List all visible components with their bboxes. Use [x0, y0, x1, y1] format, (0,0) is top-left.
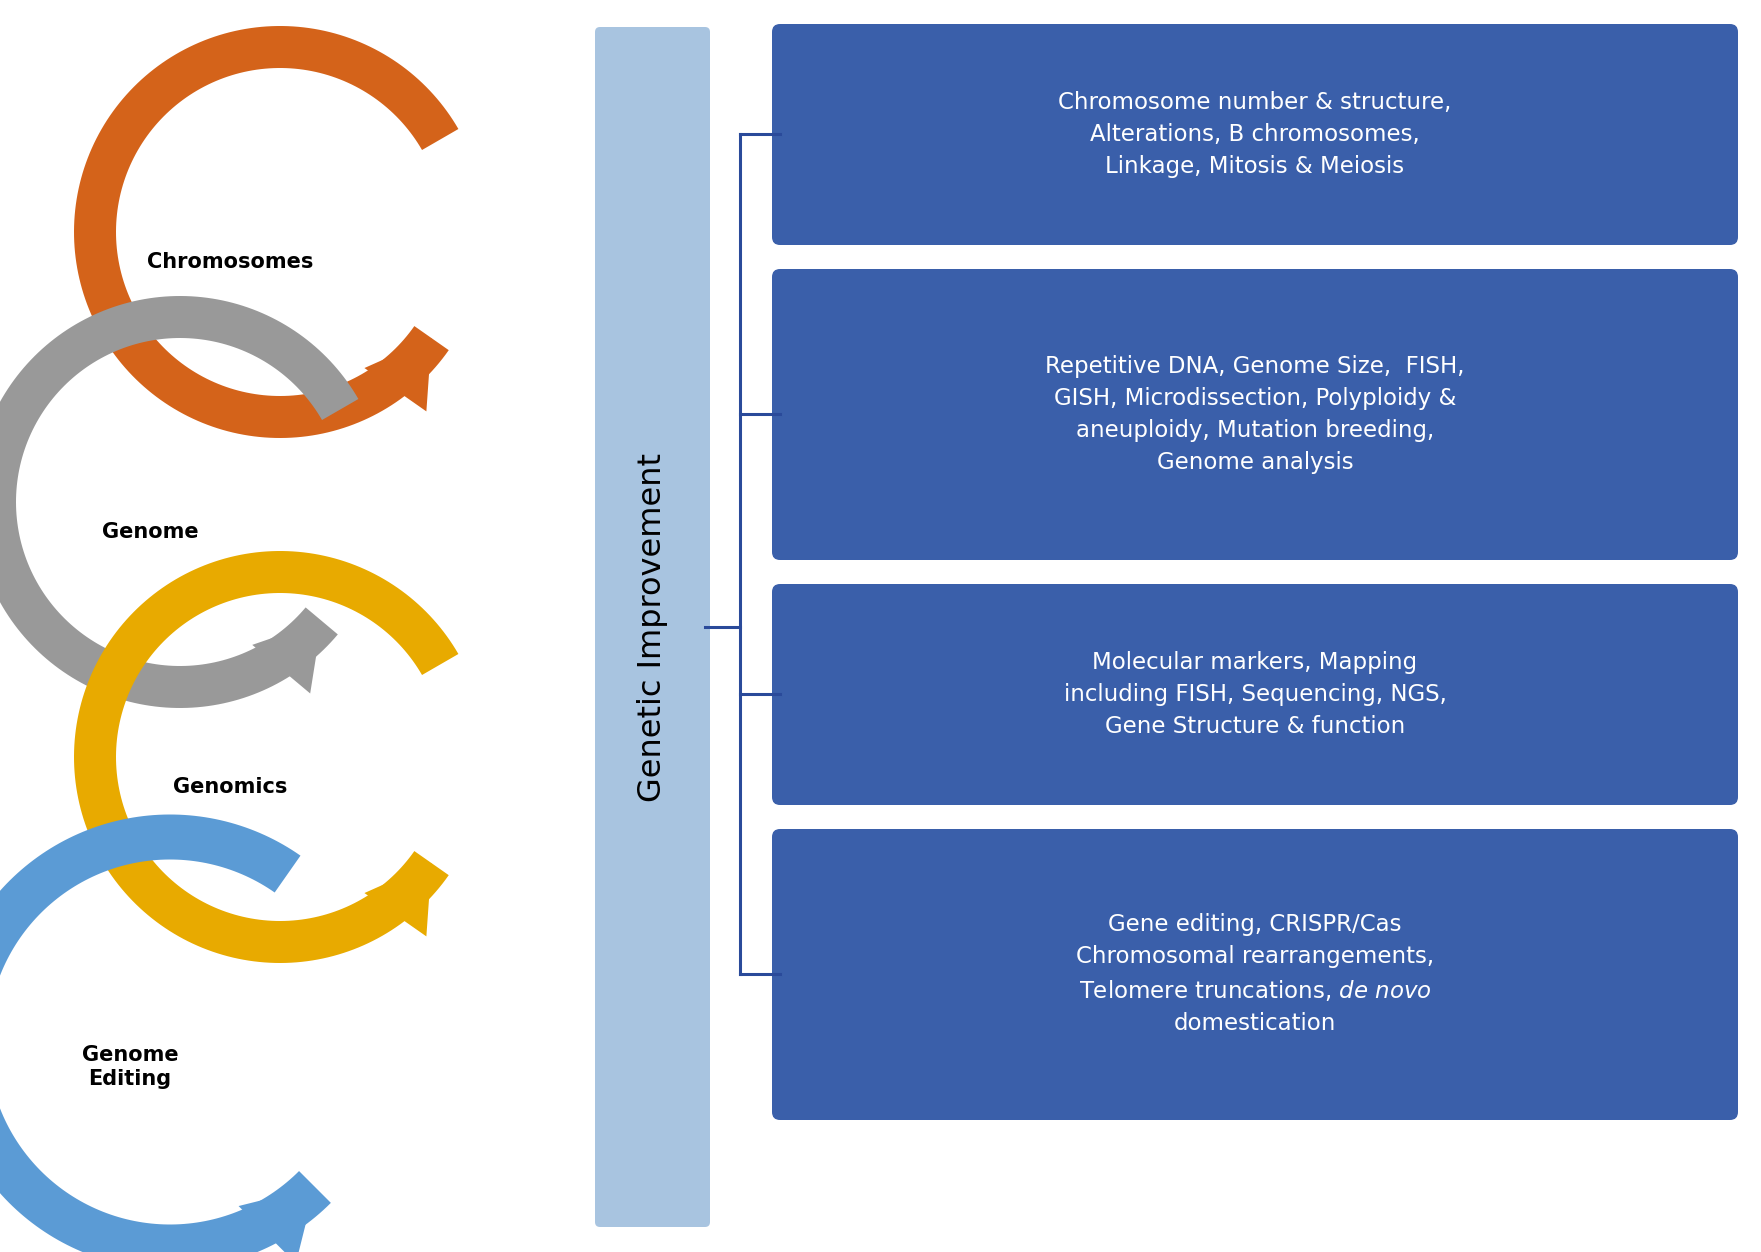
Text: Genetic Improvement: Genetic Improvement — [637, 452, 667, 801]
Polygon shape — [0, 815, 331, 1252]
FancyBboxPatch shape — [771, 583, 1738, 805]
Text: Repetitive DNA, Genome Size,  FISH,
GISH, Microdissection, Polyploidy &
aneuploi: Repetitive DNA, Genome Size, FISH, GISH,… — [1046, 356, 1465, 475]
FancyBboxPatch shape — [771, 829, 1738, 1121]
Text: Gene editing, CRISPR/Cas
Chromosomal rearrangements,
Telomere truncations, $\it{: Gene editing, CRISPR/Cas Chromosomal rea… — [1076, 914, 1433, 1035]
Polygon shape — [74, 26, 458, 438]
Polygon shape — [74, 551, 458, 963]
Text: Genome: Genome — [102, 522, 199, 542]
FancyBboxPatch shape — [771, 24, 1738, 245]
Text: Molecular markers, Mapping
including FISH, Sequencing, NGS,
Gene Structure & fun: Molecular markers, Mapping including FIS… — [1064, 651, 1446, 737]
FancyBboxPatch shape — [771, 269, 1738, 560]
FancyBboxPatch shape — [595, 28, 710, 1227]
Polygon shape — [0, 295, 359, 707]
Polygon shape — [252, 621, 322, 694]
Text: Chromosomes: Chromosomes — [146, 252, 313, 272]
Text: Chromosome number & structure,
Alterations, B chromosomes,
Linkage, Mitosis & Me: Chromosome number & structure, Alteratio… — [1058, 91, 1451, 178]
Polygon shape — [365, 338, 431, 412]
Polygon shape — [365, 863, 431, 936]
Polygon shape — [238, 1187, 315, 1252]
Text: Genomics: Genomics — [173, 777, 287, 798]
Text: Genome
Editing: Genome Editing — [81, 1045, 178, 1088]
